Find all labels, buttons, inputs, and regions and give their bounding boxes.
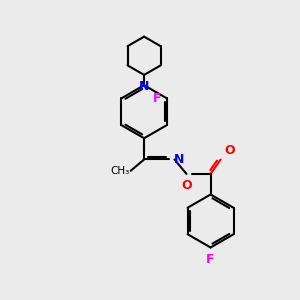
Text: N: N xyxy=(139,80,149,93)
Text: CH₃: CH₃ xyxy=(110,166,129,176)
Text: O: O xyxy=(181,179,192,192)
Text: F: F xyxy=(153,92,162,105)
Text: N: N xyxy=(174,153,184,166)
Text: O: O xyxy=(224,144,235,157)
Text: F: F xyxy=(206,254,215,266)
